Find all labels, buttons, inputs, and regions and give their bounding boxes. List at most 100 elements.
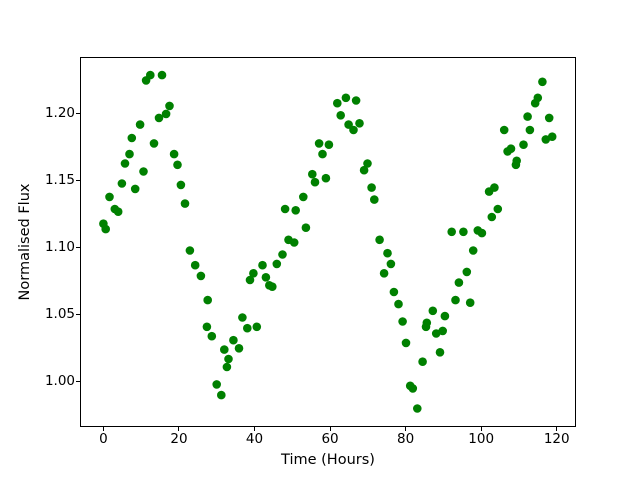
data-point — [113, 207, 123, 216]
data-point — [176, 180, 186, 190]
data-point — [389, 287, 399, 297]
data-point — [261, 273, 271, 282]
data-point — [249, 269, 258, 278]
data-point — [431, 329, 441, 338]
data-point — [349, 125, 358, 135]
data-point — [245, 275, 255, 285]
data-point — [314, 139, 324, 148]
data-point — [519, 140, 528, 149]
data-point — [169, 149, 179, 159]
data-point — [418, 357, 427, 367]
data-point — [272, 259, 282, 269]
data-point — [229, 335, 238, 345]
data-point — [459, 227, 468, 237]
y-tick-label: 1.20 — [44, 104, 75, 121]
x-tick — [329, 427, 331, 431]
data-point — [398, 317, 407, 326]
data-point — [149, 139, 159, 148]
data-point — [196, 271, 206, 281]
plot-area — [80, 57, 576, 427]
data-point — [336, 111, 345, 120]
data-point — [127, 133, 137, 143]
data-point — [117, 179, 127, 188]
data-point — [161, 109, 171, 119]
x-tick-label: 60 — [321, 431, 339, 447]
x-tick — [480, 427, 482, 431]
data-point — [252, 322, 262, 332]
data-point — [310, 177, 320, 187]
data-point — [544, 113, 554, 123]
x-tick — [556, 427, 558, 431]
data-point — [525, 125, 535, 135]
data-point — [351, 96, 361, 105]
data-point — [428, 306, 438, 316]
data-point — [413, 404, 422, 413]
data-point — [386, 259, 396, 269]
data-point — [447, 227, 457, 237]
data-point — [394, 299, 403, 309]
data-point — [173, 160, 182, 170]
data-point — [465, 298, 475, 307]
data-point — [278, 250, 287, 259]
data-point — [422, 318, 432, 328]
data-point — [462, 267, 472, 277]
data-point — [157, 70, 167, 80]
data-point — [477, 228, 487, 238]
data-point — [139, 167, 148, 176]
y-tick-label: 1.15 — [44, 171, 75, 188]
data-point — [238, 313, 247, 322]
data-point — [341, 93, 351, 103]
data-point — [125, 149, 134, 159]
x-tick-label: 80 — [397, 431, 415, 447]
data-point — [146, 70, 155, 80]
scatter-plot — [99, 70, 557, 413]
data-point — [308, 169, 317, 179]
x-tick — [405, 427, 407, 431]
data-point — [383, 248, 392, 258]
data-point — [490, 183, 499, 192]
x-tick-label: 120 — [543, 431, 570, 447]
data-point — [370, 195, 379, 204]
data-point — [289, 238, 299, 247]
data-point — [234, 344, 244, 353]
data-point — [487, 212, 497, 222]
data-point — [318, 149, 327, 159]
x-tick-label: 40 — [245, 431, 264, 447]
data-point — [512, 156, 521, 166]
data-point — [547, 132, 557, 141]
data-point — [468, 246, 478, 255]
data-point — [243, 323, 252, 333]
data-point — [367, 183, 376, 192]
x-tick-label: 100 — [468, 431, 495, 447]
data-point — [222, 362, 232, 372]
data-point — [258, 260, 267, 270]
x-tick-label: 0 — [99, 431, 108, 447]
data-point — [190, 260, 200, 270]
data-point — [212, 380, 221, 389]
data-point — [224, 354, 233, 364]
data-point — [120, 159, 130, 168]
data-point — [493, 204, 503, 214]
data-point — [105, 192, 114, 202]
data-point — [207, 331, 217, 341]
data-point — [333, 98, 342, 108]
x-tick — [254, 427, 256, 431]
data-point — [401, 338, 411, 348]
data-point — [355, 119, 364, 128]
data-point — [523, 112, 532, 121]
data-point — [324, 140, 334, 149]
data-point — [301, 223, 311, 232]
data-point — [375, 235, 384, 245]
x-tick — [178, 427, 180, 431]
data-point — [408, 384, 418, 393]
data-point — [154, 113, 164, 123]
data-point — [454, 278, 464, 287]
y-tick-label: 1.05 — [44, 305, 75, 322]
data-point — [280, 204, 290, 214]
y-axis-label: Normalised Flux — [17, 183, 33, 301]
data-point — [291, 206, 300, 215]
data-point — [538, 77, 547, 87]
data-point — [359, 165, 369, 175]
data-point — [321, 173, 331, 183]
